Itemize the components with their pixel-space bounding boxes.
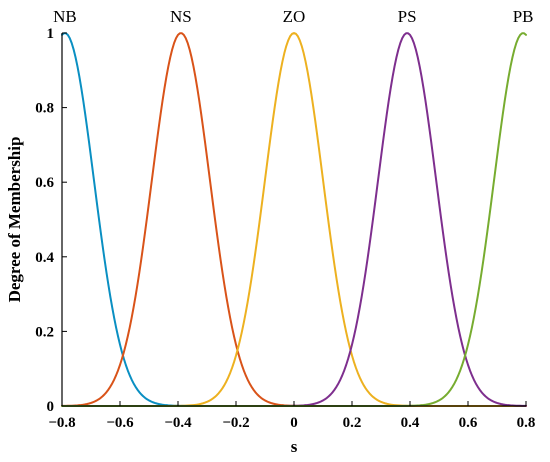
mf-label-zo: ZO (283, 7, 306, 26)
series-line-nb (61, 32, 527, 407)
x-tick-label: 0.8 (517, 415, 536, 431)
y-tick-label: 1 (47, 26, 55, 42)
series-line-pb (61, 32, 527, 407)
x-tick-label: 0.2 (343, 415, 362, 431)
ticks-layer: −0.8 −0.6 −0.4 −0.2 0 0.2 0.4 0.6 0.8 0 0.2 0.4 0.6 0… (35, 26, 535, 431)
x-tick-label: −0.2 (222, 415, 249, 431)
axes-layer (61, 33, 526, 407)
mf-label-pb: PB (513, 7, 534, 26)
y-tick-label: 0 (47, 399, 55, 415)
y-tick-label: 0.2 (35, 324, 54, 340)
x-tick-label: −0.6 (106, 415, 134, 431)
mf-label-nb: NB (53, 7, 77, 26)
series-line-ps (61, 32, 527, 407)
y-axis-title: Degree of Membership (5, 137, 24, 303)
curves-layer (61, 32, 527, 407)
mf-label-ns: NS (170, 7, 192, 26)
series-line-ns (61, 32, 527, 407)
x-axis-title: s (291, 437, 298, 456)
x-tick-label: −0.4 (164, 415, 192, 431)
y-tick-label: 0.6 (35, 175, 54, 191)
x-tick-label: −0.8 (48, 415, 75, 431)
mf-label-ps: PS (398, 7, 417, 26)
x-tick-label: 0.6 (459, 415, 478, 431)
labels-layer: NB NS ZO PS PB (53, 7, 533, 26)
y-tick-label: 0.4 (35, 250, 54, 266)
series-line-zo (61, 32, 527, 407)
y-tick-label: 0.8 (35, 101, 54, 117)
x-tick-label: 0.4 (401, 415, 420, 431)
x-tick-label: 0 (290, 415, 298, 431)
